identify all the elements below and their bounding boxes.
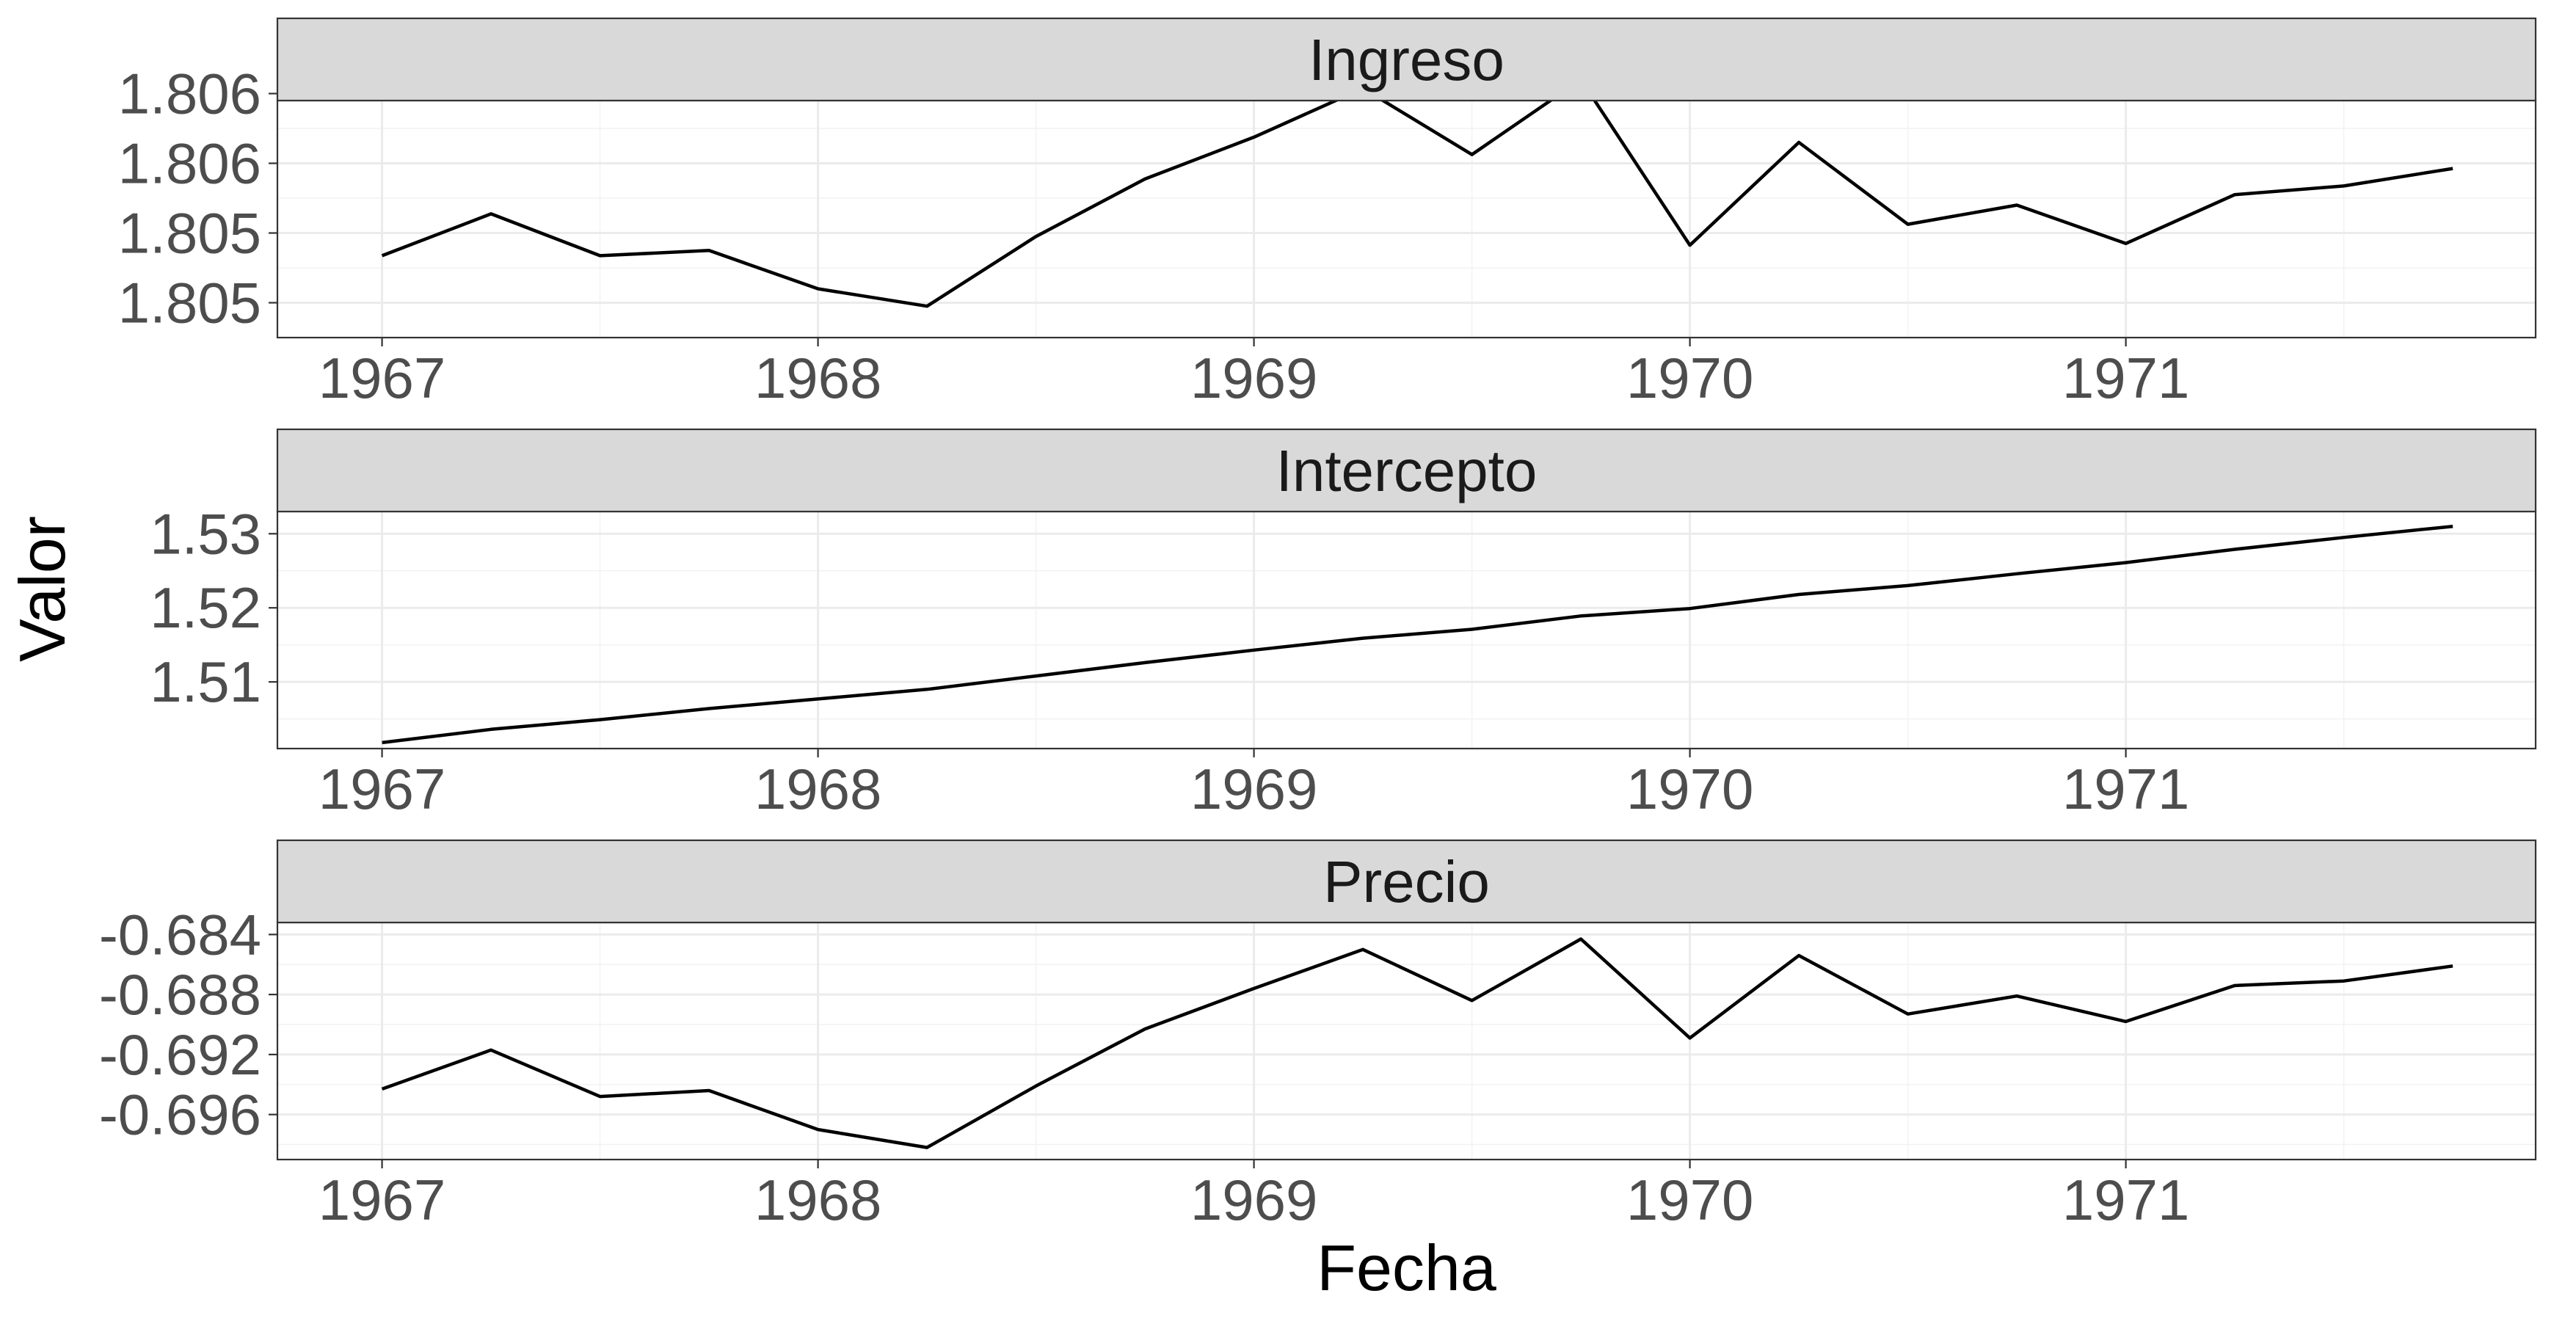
x-axis-title: Fecha: [1317, 1231, 1496, 1304]
facet-strip: [276, 428, 2537, 513]
y-tick-label: 1.805: [118, 271, 261, 335]
facet-strip: [276, 17, 2537, 102]
x-tick-label: 1971: [2062, 1168, 2190, 1232]
x-tick-label: 1969: [1190, 346, 1318, 410]
x-tick-label: 1968: [754, 346, 882, 410]
y-tick-label: 1.53: [150, 501, 261, 566]
x-tick-label: 1968: [754, 1168, 882, 1232]
facet-strip-label: Intercepto: [1276, 438, 1538, 503]
y-tick-label: 1.805: [118, 201, 261, 266]
facet-strip-label: Ingreso: [1309, 27, 1505, 92]
x-tick-label: 1967: [319, 1168, 446, 1232]
x-tick-label: 1970: [1626, 1168, 1754, 1232]
x-tick-label: 1967: [319, 757, 446, 821]
y-tick-label: 1.806: [118, 131, 261, 196]
x-tick-label: 1969: [1190, 1168, 1318, 1232]
facet-intercepto: Intercepto 1.51 1.52 1.53 1967 1968 1969 1970 19…: [150, 428, 2537, 821]
y-tick-label: 1.51: [150, 649, 261, 714]
panel-background: [277, 922, 2536, 1160]
y-axis-title: Valor: [6, 516, 79, 662]
x-tick-label: 1971: [2062, 757, 2190, 821]
y-tick-label: -0.684: [99, 902, 261, 967]
series-line-precio: [381, 937, 2453, 1149]
facet-strip-label: Precio: [1323, 849, 1490, 914]
panel-background: [277, 101, 2536, 338]
y-tick-label: -0.688: [99, 962, 261, 1027]
facet-strip: [276, 839, 2537, 924]
x-tick-label: 1971: [2062, 346, 2190, 410]
series-line-ingreso: [381, 78, 2453, 308]
y-tick-label: -0.696: [99, 1082, 261, 1147]
y-tick-label: 1.52: [150, 575, 261, 640]
facet-precio: Precio -0.696-0.692-0.688-0.684 1967 1968 19…: [99, 839, 2537, 1232]
y-tick-label: -0.692: [99, 1022, 261, 1087]
x-tick-label: 1969: [1190, 757, 1318, 821]
panel-background: [277, 512, 2536, 749]
x-tick-label: 1970: [1626, 757, 1754, 821]
x-tick-label: 1970: [1626, 346, 1754, 410]
series-line-intercepto: [382, 524, 2453, 745]
x-tick-label: 1968: [754, 757, 882, 821]
x-tick-label: 1967: [319, 346, 446, 410]
y-tick-label: 1.806: [118, 62, 261, 126]
